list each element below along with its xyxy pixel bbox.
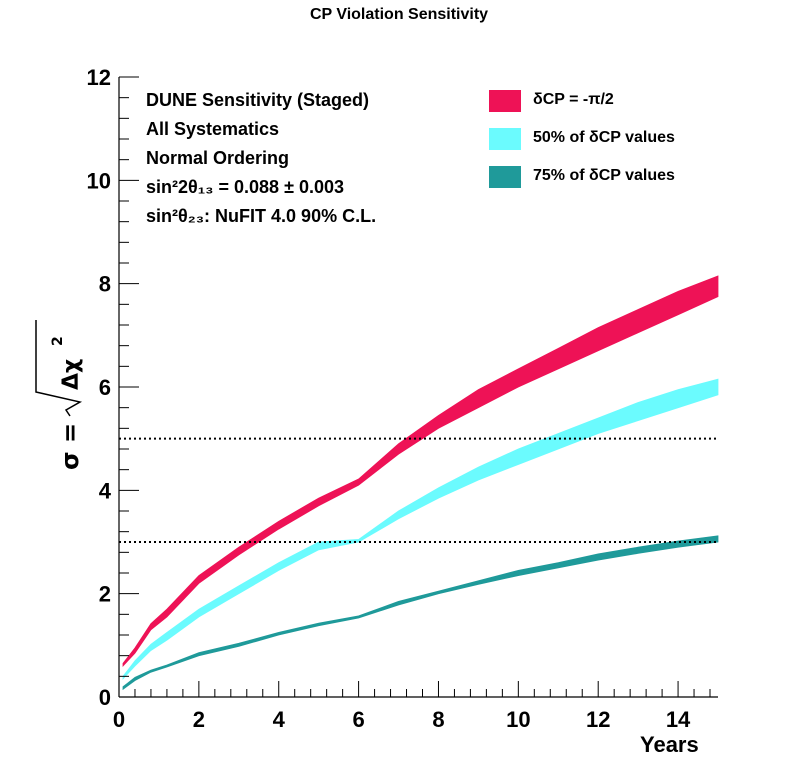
x-tick-label: 0 bbox=[113, 707, 125, 732]
info-line: sin²2θ₁₃ = 0.088 ± 0.003 bbox=[146, 177, 344, 197]
svg-text:2: 2 bbox=[50, 336, 66, 346]
y-tick-label: 12 bbox=[87, 65, 111, 90]
info-line: sin²θ₂₃: NuFIT 4.0 90% C.L. bbox=[146, 206, 377, 226]
info-box: DUNE Sensitivity (Staged) All Systematic… bbox=[146, 86, 376, 231]
series-band-1 bbox=[122, 378, 719, 680]
legend-swatch bbox=[489, 128, 521, 150]
info-line: All Systematics bbox=[146, 119, 280, 139]
y-tick-label: 4 bbox=[99, 478, 112, 503]
x-tick-label: 6 bbox=[352, 707, 364, 732]
x-tick-label: 8 bbox=[432, 707, 444, 732]
legend-label: 75% of δCP values bbox=[533, 167, 675, 184]
info-line: DUNE Sensitivity (Staged) bbox=[146, 90, 370, 110]
y-tick-label: 0 bbox=[99, 685, 111, 710]
info-line: Normal Ordering bbox=[146, 148, 290, 168]
x-tick-label: 2 bbox=[193, 707, 205, 732]
y-tick-label: 10 bbox=[87, 168, 111, 193]
y-tick-label: 8 bbox=[99, 272, 111, 297]
svg-text:σ =: σ = bbox=[56, 423, 84, 470]
y-axis-label: σ = Δχ 2 bbox=[35, 320, 84, 470]
legend-label: 50% of δCP values bbox=[533, 129, 675, 146]
legend-label: δCP = -π/2 bbox=[533, 91, 614, 108]
svg-text:Δχ: Δχ bbox=[59, 359, 84, 390]
legend-swatch bbox=[489, 90, 521, 112]
axes-layer: 0 2 4 6 8 10 12 14 0 2 4 6 8 10 12 bbox=[87, 65, 718, 732]
x-tick-label: 12 bbox=[586, 707, 610, 732]
y-tick-label: 6 bbox=[99, 375, 111, 400]
x-tick-label: 10 bbox=[506, 707, 530, 732]
legend-swatch bbox=[489, 166, 521, 188]
series-band-0 bbox=[122, 275, 719, 668]
y-tick-label: 2 bbox=[99, 582, 111, 607]
x-tick-label: 4 bbox=[273, 707, 286, 732]
chart-title: CP Violation Sensitivity bbox=[309, 6, 489, 23]
series-band-2 bbox=[122, 535, 719, 691]
x-axis-label: Years bbox=[640, 732, 699, 757]
x-tick-label: 14 bbox=[666, 707, 691, 732]
bands-layer bbox=[122, 275, 719, 691]
reference-lines bbox=[119, 437, 718, 543]
